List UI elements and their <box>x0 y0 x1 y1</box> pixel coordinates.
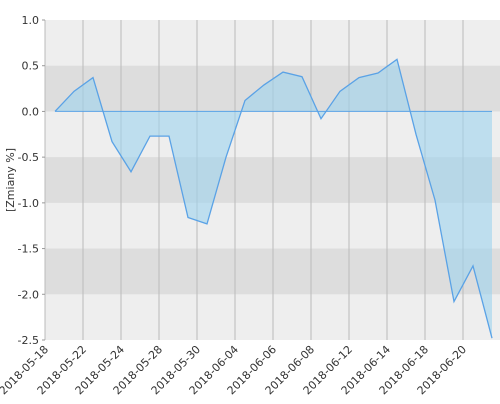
y-tick-label: -1.0 <box>18 197 39 210</box>
y-tick-label: -1.5 <box>18 243 39 256</box>
line <box>54 58 493 339</box>
y-axis-label: [Zmiany %] <box>4 148 17 212</box>
y-tick-label: 0.0 <box>22 105 40 118</box>
y-tick-label: 1.0 <box>22 14 40 27</box>
y-tick-label: -0.5 <box>18 151 39 164</box>
area-fill <box>55 59 492 339</box>
y-tick-label: -2.5 <box>18 334 39 347</box>
y-tick-label: 0.5 <box>22 60 40 73</box>
y-tick-label: -2.0 <box>18 288 39 301</box>
